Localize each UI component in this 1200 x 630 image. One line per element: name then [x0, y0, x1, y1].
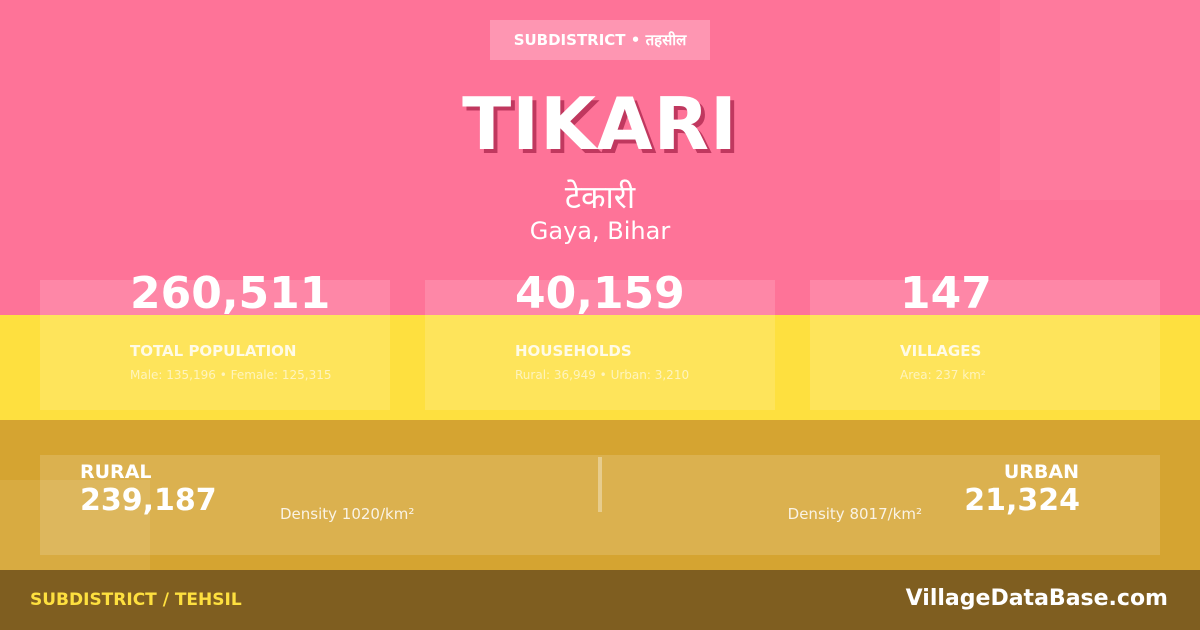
urban-value: 21,324	[964, 483, 1080, 518]
split-band	[0, 420, 1200, 570]
urban-density: Density 8017/km²	[787, 505, 922, 523]
decorative-square	[1000, 0, 1200, 200]
page-title: TIKARI	[462, 82, 738, 166]
urban-label: URBAN	[1003, 461, 1079, 483]
divider	[598, 457, 602, 512]
location: Gaya, Bihar	[529, 217, 671, 245]
stat-label: HOUSEHOLDS	[515, 342, 632, 360]
hindi-title: टेकारी	[564, 178, 636, 216]
rural-density: Density 1020/km²	[280, 505, 415, 523]
rural-urban-split: RURAL 239,187 Density 1020/km² Density 8…	[40, 455, 1160, 555]
stat-value: 260,511	[130, 268, 331, 319]
stat-value: 147	[900, 268, 992, 319]
stat-card-villages: 147 VILLAGES Area: 237 km²	[810, 268, 1160, 410]
site-brand: VillageDataBase.com	[905, 586, 1168, 611]
stat-detail: Area: 237 km²	[900, 368, 986, 382]
rural-value: 239,187	[80, 483, 217, 518]
stat-detail: Male: 135,196 • Female: 125,315	[130, 368, 332, 382]
footer-band	[0, 570, 1200, 630]
type-badge: SUBDISTRICT • तहसील	[490, 20, 710, 60]
header-band	[0, 0, 1200, 315]
stat-value: 40,159	[515, 268, 685, 319]
stat-label: VILLAGES	[900, 342, 982, 360]
stat-card-households: 40,159 HOUSEHOLDS Rural: 36,949 • Urban:…	[425, 268, 775, 410]
stat-label: TOTAL POPULATION	[130, 342, 297, 360]
stat-detail: Rural: 36,949 • Urban: 3,210	[515, 368, 690, 382]
stat-card-population: 260,511 TOTAL POPULATION Male: 135,196 •…	[40, 268, 390, 410]
stats-band	[0, 315, 1200, 420]
rural-label: RURAL	[80, 461, 152, 483]
decorative-square	[0, 480, 150, 570]
footer-category: SUBDISTRICT / TEHSIL	[30, 590, 242, 610]
